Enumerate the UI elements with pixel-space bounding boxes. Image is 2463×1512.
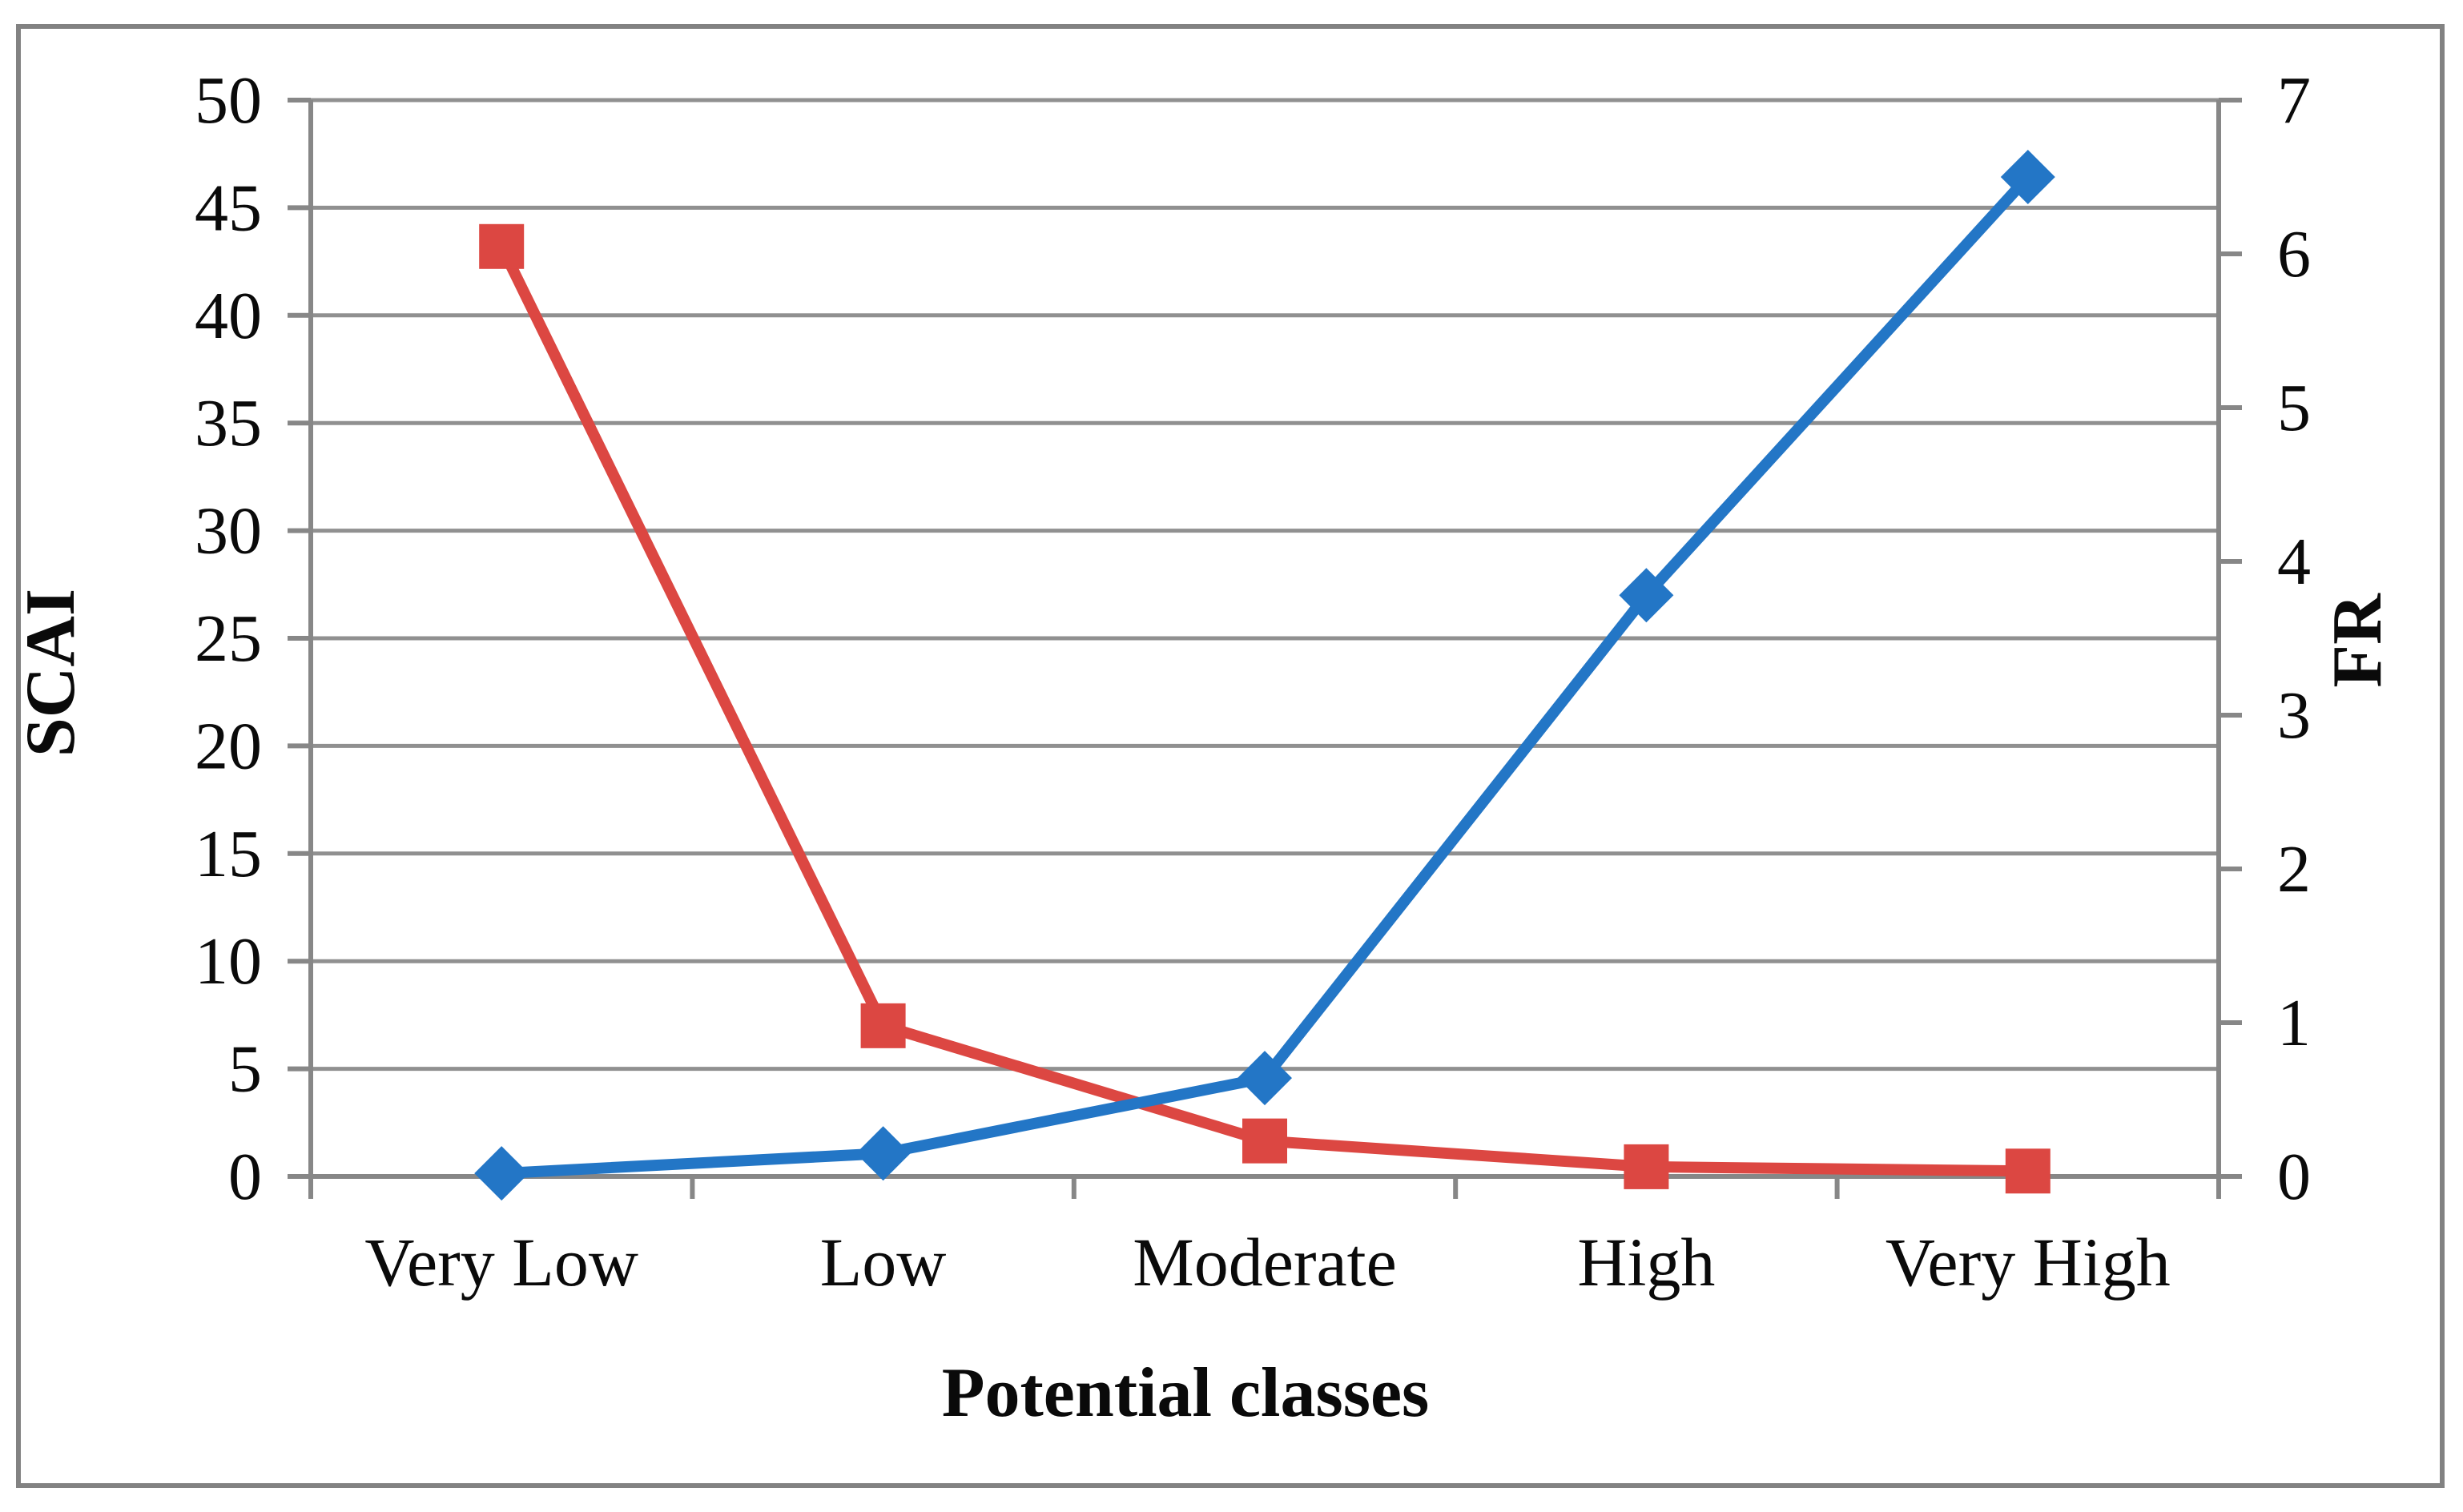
category-label: Very Low (364, 1224, 638, 1301)
category-label: Very High (1885, 1224, 2171, 1301)
series-scai-line (496, 240, 2034, 1177)
gridline-layer (311, 98, 2219, 1072)
series-layer (474, 150, 2055, 1201)
left-axis-tick-label: 30 (195, 494, 262, 569)
left-axis-tick-label: 10 (195, 924, 262, 999)
series-scai-marker (2005, 1148, 2050, 1194)
series-fr-marker (2000, 150, 2055, 204)
right-axis-tick-label: 1 (2277, 986, 2311, 1060)
left-axis-tick-label: 25 (195, 601, 262, 676)
series-fr-marker (1238, 1051, 1292, 1106)
series-scai-marker (1242, 1118, 1287, 1164)
right-axis-tick-label: 5 (2277, 371, 2311, 445)
category-label: Moderate (1133, 1224, 1397, 1301)
left-axis-title: SCAI (12, 589, 90, 757)
category-label: Low (820, 1224, 947, 1301)
left-axis-tick-label: 50 (195, 63, 262, 138)
left-axis-tick-label: 0 (228, 1140, 262, 1214)
series-fr-marker (474, 1146, 529, 1201)
right-axis-tick-label: 3 (2277, 678, 2311, 753)
x-axis-title: Potential classes (942, 1354, 1430, 1432)
axis-layer (288, 98, 2242, 1199)
left-axis-tick-label: 15 (195, 817, 262, 891)
right-axis-tick-label: 2 (2277, 832, 2311, 907)
right-axis-title: FR (2319, 593, 2397, 688)
left-axis-tick-label: 45 (195, 171, 262, 245)
series-scai-marker (1624, 1144, 1669, 1189)
right-axis-tick-label: 6 (2277, 217, 2311, 292)
right-axis-tick-label: 7 (2277, 63, 2311, 138)
category-label: High (1577, 1224, 1715, 1301)
left-axis-tick-label: 20 (195, 709, 262, 783)
series-fr-marker (1619, 568, 1674, 623)
series-scai-marker (479, 223, 525, 269)
series-fr-marker (855, 1126, 911, 1181)
series-scai-marker (860, 1003, 906, 1048)
right-axis-tick-label: 4 (2277, 525, 2311, 599)
left-axis-tick-label: 35 (195, 386, 262, 460)
figure-border (16, 24, 2445, 1488)
left-axis-tick-label: 40 (195, 279, 262, 353)
left-axis-tick-label: 5 (228, 1032, 262, 1107)
right-axis-tick-label: 0 (2277, 1140, 2311, 1214)
series-fr-line (496, 171, 2034, 1180)
